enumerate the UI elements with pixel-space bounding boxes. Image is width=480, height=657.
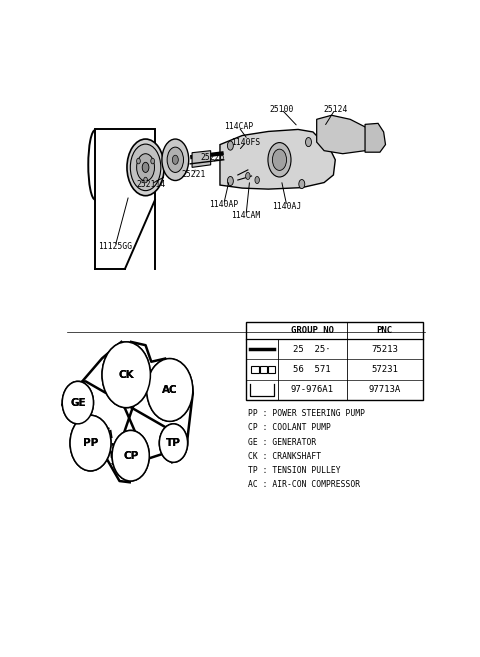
Text: 25226: 25226: [200, 153, 225, 162]
FancyBboxPatch shape: [268, 366, 276, 373]
Text: 252114: 252114: [136, 179, 166, 189]
Text: TP: TP: [166, 438, 181, 448]
Ellipse shape: [228, 177, 233, 185]
Text: 1140FS: 1140FS: [231, 137, 261, 147]
Text: 97713A: 97713A: [369, 386, 401, 394]
Text: PP: PP: [83, 438, 98, 448]
Ellipse shape: [246, 172, 250, 179]
Ellipse shape: [172, 155, 178, 164]
Ellipse shape: [142, 162, 149, 172]
Ellipse shape: [144, 177, 147, 183]
Text: AC: AC: [162, 385, 178, 395]
Text: CK: CK: [119, 370, 134, 380]
Text: 56  571: 56 571: [293, 365, 331, 374]
Circle shape: [147, 359, 193, 421]
Circle shape: [102, 342, 150, 407]
Ellipse shape: [273, 149, 287, 170]
Ellipse shape: [305, 137, 312, 147]
Circle shape: [62, 381, 94, 424]
Text: 1140AP: 1140AP: [209, 200, 238, 209]
Circle shape: [159, 424, 188, 463]
Text: 114CAM: 114CAM: [231, 211, 261, 220]
Text: 25100: 25100: [269, 104, 294, 114]
Polygon shape: [365, 124, 385, 152]
Circle shape: [147, 359, 193, 421]
Text: GE: GE: [70, 397, 85, 407]
Ellipse shape: [228, 141, 233, 150]
Ellipse shape: [167, 147, 183, 172]
FancyBboxPatch shape: [260, 366, 267, 373]
Circle shape: [112, 430, 149, 481]
Circle shape: [112, 430, 149, 481]
Text: 11125GG: 11125GG: [98, 242, 132, 251]
Ellipse shape: [299, 179, 305, 189]
Text: 114CAP: 114CAP: [224, 122, 253, 131]
Text: GE : GENERATOR: GE : GENERATOR: [248, 438, 316, 447]
Polygon shape: [192, 150, 211, 168]
Text: 25221: 25221: [182, 170, 206, 179]
Circle shape: [70, 415, 111, 471]
Ellipse shape: [268, 143, 291, 177]
Ellipse shape: [137, 154, 155, 181]
Circle shape: [159, 424, 188, 463]
Text: CP : COOLANT PUMP: CP : COOLANT PUMP: [248, 423, 331, 432]
Text: PP: PP: [83, 438, 98, 448]
Text: CP: CP: [123, 451, 138, 461]
Text: 97-976A1: 97-976A1: [291, 386, 334, 394]
Circle shape: [70, 415, 111, 471]
Text: GROUP NO: GROUP NO: [291, 326, 334, 335]
Text: 1140AJ: 1140AJ: [272, 202, 301, 211]
Text: AC : AIR-CON COMPRESSOR: AC : AIR-CON COMPRESSOR: [248, 480, 360, 489]
Text: 75213: 75213: [371, 345, 398, 353]
Circle shape: [102, 342, 150, 407]
Text: CK: CK: [119, 370, 134, 380]
FancyBboxPatch shape: [252, 366, 259, 373]
Text: CP: CP: [123, 451, 138, 461]
Circle shape: [62, 381, 94, 424]
Ellipse shape: [130, 144, 161, 191]
Text: AC: AC: [162, 385, 178, 395]
Text: TP: TP: [166, 438, 181, 448]
Text: TP : TENSION PULLEY: TP : TENSION PULLEY: [248, 466, 340, 475]
Ellipse shape: [127, 139, 164, 196]
Text: 57231: 57231: [371, 365, 398, 374]
Text: 25124: 25124: [323, 104, 348, 114]
Ellipse shape: [137, 158, 140, 164]
Text: GE: GE: [70, 397, 85, 407]
Ellipse shape: [162, 139, 189, 181]
Text: PP : POWER STEERING PUMP: PP : POWER STEERING PUMP: [248, 409, 365, 419]
Text: 25  25·: 25 25·: [293, 345, 331, 353]
Ellipse shape: [151, 158, 155, 164]
Polygon shape: [317, 115, 372, 154]
Text: CK : CRANKSHAFT: CK : CRANKSHAFT: [248, 451, 321, 461]
Text: PNC: PNC: [377, 326, 393, 335]
Polygon shape: [220, 129, 335, 189]
Ellipse shape: [255, 177, 259, 183]
